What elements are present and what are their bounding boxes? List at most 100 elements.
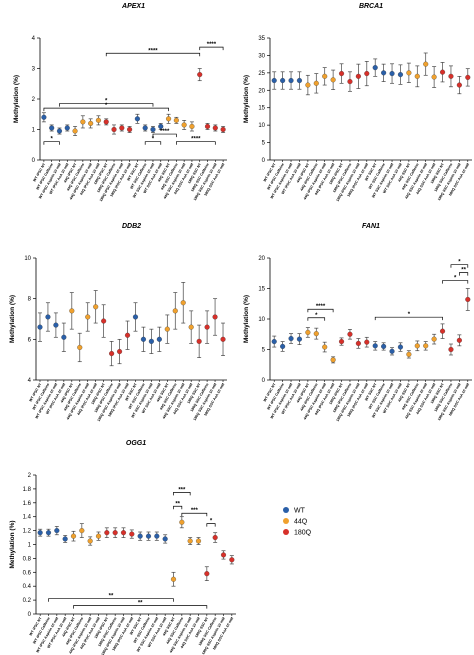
significance-label: * [105, 103, 108, 109]
y-tick-label: 10 [24, 256, 31, 262]
significance-bracket [43, 141, 60, 145]
data-point [212, 534, 218, 541]
data-point [423, 61, 429, 67]
y-tick-label: 0.4 [23, 584, 32, 590]
y-tick-label: 1 [32, 128, 36, 134]
data-point [45, 314, 51, 320]
significance-bracket [206, 523, 216, 527]
data-point [111, 126, 117, 133]
data-point [280, 77, 286, 84]
data-point [156, 336, 162, 342]
significance-bracket [374, 316, 443, 321]
y-tick-label: 0 [28, 612, 32, 618]
y-axis-label: Methylation (%) [9, 520, 16, 568]
panel-title: BRCA1 [359, 3, 383, 10]
data-point [406, 70, 412, 76]
data-point [448, 346, 454, 353]
significance-bracket [173, 505, 183, 510]
data-point [347, 79, 353, 85]
data-point [212, 314, 218, 320]
y-tick-label: 6 [28, 337, 32, 343]
data-point [101, 318, 107, 324]
significance-label: * [51, 137, 54, 143]
y-tick-label: 20 [258, 256, 265, 262]
significance-label: *** [178, 487, 186, 493]
data-point [204, 571, 210, 577]
significance-bracket [450, 264, 469, 268]
significance-bracket [173, 492, 191, 496]
legend-label: WT [294, 508, 306, 515]
data-point [204, 324, 210, 330]
data-point [109, 351, 115, 357]
significance-label: * [105, 99, 108, 105]
data-point [389, 71, 395, 77]
data-point [456, 82, 462, 88]
significance-label: ** [175, 501, 180, 507]
panel-ogg1: OGG1 0 0.2 0.4 0.6 0.8 1 1.2 1.4 1.6 1.8 2 Methylati… [9, 440, 236, 655]
significance-label: * [152, 137, 155, 143]
significance-bracket [59, 103, 154, 107]
data-point [372, 343, 378, 349]
data-point [313, 331, 319, 337]
data-point [103, 119, 109, 125]
data-point [296, 336, 303, 342]
data-point [70, 533, 77, 539]
y-tick-label: 30 [258, 53, 265, 59]
data-point [181, 122, 187, 128]
significance-bracket [199, 46, 224, 51]
data-point [170, 576, 177, 582]
y-tick-label: 10 [258, 123, 265, 129]
data-point [72, 128, 78, 134]
data-point [322, 73, 328, 79]
significance-bracket [307, 308, 334, 313]
data-point [439, 69, 446, 75]
significance-label: **** [148, 48, 158, 54]
significance-bracket [105, 52, 201, 57]
data-point [189, 123, 195, 129]
y-tick-label: 0.8 [23, 556, 32, 562]
data-point [85, 314, 91, 320]
y-tick-label: 2 [28, 473, 32, 479]
data-point [280, 343, 286, 350]
data-point [414, 73, 420, 79]
data-point [431, 336, 437, 342]
data-point [220, 336, 226, 342]
data-point [288, 335, 294, 342]
significance-label: * [458, 260, 461, 266]
data-point [431, 74, 437, 80]
data-point [355, 340, 361, 346]
y-tick-label: 5 [262, 348, 266, 354]
legend-marker [283, 507, 289, 513]
significance-bracket [144, 141, 162, 145]
y-tick-label: 3 [32, 67, 36, 73]
data-point [338, 71, 345, 77]
data-point [465, 296, 471, 303]
data-point [197, 72, 203, 78]
y-tick-label: 25 [258, 71, 265, 77]
y-tick-label: 1.2 [23, 529, 32, 535]
significance-label: **** [316, 304, 326, 310]
legend-label: 180Q [294, 530, 312, 537]
significance-bracket [307, 317, 326, 321]
y-axis-label: Methylation (%) [243, 295, 250, 343]
significance-bracket [459, 272, 469, 276]
y-tick-label: 1.6 [23, 501, 32, 507]
data-point [41, 114, 47, 120]
data-point [62, 536, 68, 542]
data-point [137, 533, 143, 539]
significance-label: *** [191, 508, 199, 514]
data-point [423, 343, 429, 349]
data-point [95, 117, 101, 123]
data-point [104, 530, 110, 536]
data-point [37, 324, 43, 330]
data-point [53, 322, 59, 328]
y-tick-label: 5 [262, 141, 266, 147]
data-point [172, 308, 178, 314]
data-point [397, 344, 404, 350]
data-point [56, 128, 63, 134]
data-point [69, 308, 75, 314]
significance-label: ** [461, 268, 466, 274]
